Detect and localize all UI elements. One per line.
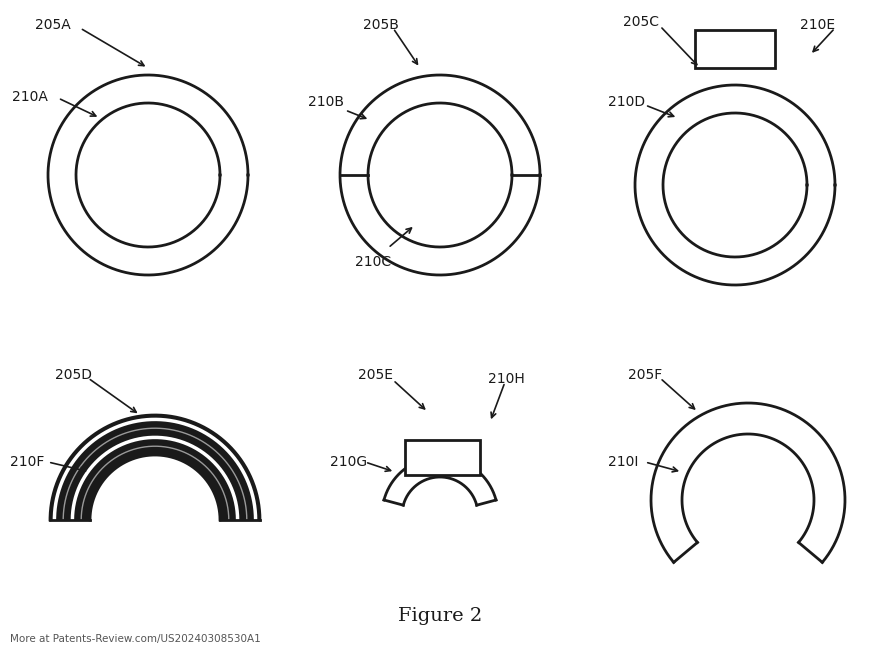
Bar <box>695 30 775 68</box>
Text: 210G: 210G <box>330 455 367 469</box>
Text: 210A: 210A <box>12 90 48 104</box>
Text: 205E: 205E <box>358 368 393 382</box>
Text: 210D: 210D <box>608 95 645 109</box>
Polygon shape <box>50 415 260 520</box>
Text: 210F: 210F <box>10 455 44 469</box>
Text: 205C: 205C <box>623 15 659 29</box>
Text: 210E: 210E <box>800 18 835 32</box>
Text: More at Patents-Review.com/US20240308530A1: More at Patents-Review.com/US20240308530… <box>10 634 260 644</box>
Text: 210C: 210C <box>355 255 391 269</box>
Text: 210H: 210H <box>488 372 524 386</box>
Text: 205D: 205D <box>55 368 92 382</box>
Bar <box>405 440 480 475</box>
Text: 210B: 210B <box>308 95 344 109</box>
Text: 205F: 205F <box>628 368 663 382</box>
Text: 205B: 205B <box>363 18 399 32</box>
Text: 210I: 210I <box>608 455 638 469</box>
Text: Figure 2: Figure 2 <box>398 607 482 625</box>
Text: 205A: 205A <box>35 18 70 32</box>
